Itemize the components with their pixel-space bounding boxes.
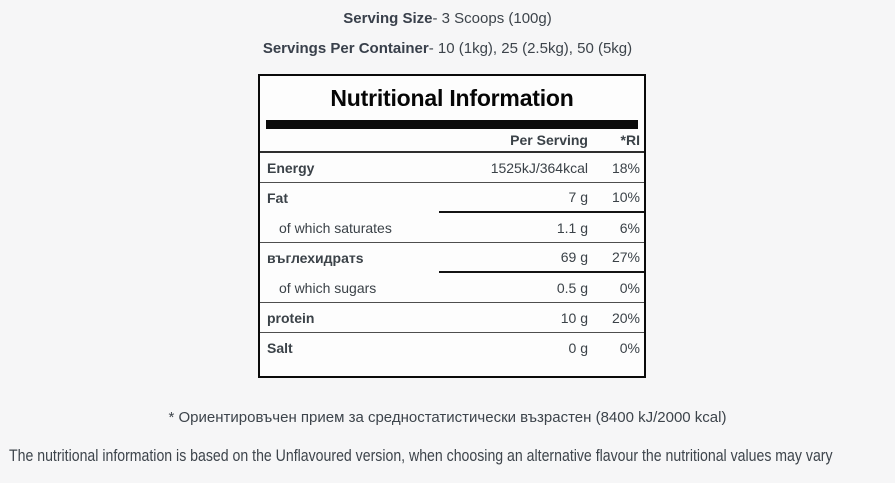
table-row: въглехидратs 69 g 27%: [260, 243, 644, 273]
row-values: 1.1 g 6%: [439, 213, 644, 242]
row-label: въглехидратs: [267, 250, 364, 266]
per-serving-value: 7 g: [568, 189, 588, 205]
column-header-per-serving: Per Serving: [510, 132, 588, 148]
header-values: Per Serving *RI: [439, 129, 644, 151]
nutrition-table: Nutritional Information Per Serving *RI …: [258, 74, 646, 378]
table-row: of which saturates 1.1 g 6%: [260, 213, 644, 243]
row-label: Energy: [267, 159, 315, 176]
table-row: of which sugars 0.5 g 0%: [260, 273, 644, 303]
row-values: 0.5 g 0%: [439, 273, 644, 302]
ri-value: 10%: [611, 189, 640, 205]
per-serving-value: 1.1 g: [556, 219, 588, 236]
servings-per-container-label: Servings Per Container: [262, 40, 429, 57]
reference-intake-footnote: * Ориентировъчен прием за средностатисти…: [168, 409, 727, 426]
table-row: Fat 7 g 10%: [260, 183, 644, 213]
ri-value: 27%: [611, 249, 640, 265]
row-label: of which sugars: [279, 279, 377, 296]
table-row: protein 10 g 20%: [260, 303, 644, 333]
row-label: of which saturates: [279, 219, 392, 236]
nutrition-table-title: Nutritional Information: [330, 85, 574, 111]
table-row: Energy 1525kJ/364kcal 18%: [260, 153, 644, 183]
ri-value: 6%: [619, 219, 640, 236]
ri-value: 0%: [619, 279, 640, 296]
per-serving-value: 0 g: [568, 340, 588, 356]
table-row: Salt 0 g 0%: [260, 333, 644, 363]
row-values: 10 g 20%: [439, 303, 644, 332]
unflavoured-disclaimer: The nutritional information is based on …: [9, 446, 833, 465]
servings-per-container-line: Servings Per Container- 10 (1kg), 25 (2.…: [0, 40, 895, 57]
serving-size-line: Serving Size- 3 Scoops (100g): [0, 10, 895, 27]
ri-value: 18%: [611, 159, 640, 176]
nutrition-table-header-row: Per Serving *RI: [260, 129, 644, 153]
per-serving-value: 10 g: [560, 309, 588, 326]
column-header-ri: *RI: [620, 132, 640, 148]
row-values: 0 g 0%: [439, 333, 644, 363]
per-serving-value: 69 g: [560, 249, 588, 265]
ri-value: 20%: [611, 309, 640, 326]
row-values: 7 g 10%: [439, 183, 644, 213]
serving-size-value: - 3 Scoops (100g): [432, 10, 552, 27]
row-values: 69 g 27%: [439, 243, 644, 273]
nutrition-table-thick-bar: [266, 120, 638, 129]
servings-per-container-value: - 10 (1kg), 25 (2.5kg), 50 (5kg): [428, 40, 633, 57]
nutrition-rows: Energy 1525kJ/364kcal 18% Fat 7 g 10% of which…: [260, 153, 644, 363]
serving-size-label: Serving Size: [343, 10, 433, 27]
row-label: Salt: [267, 340, 293, 356]
per-serving-value: 1525kJ/364kcal: [490, 159, 588, 176]
row-label: Fat: [267, 190, 288, 206]
per-serving-value: 0.5 g: [556, 279, 588, 296]
row-label: protein: [267, 309, 315, 326]
row-values: 1525kJ/364kcal 18%: [439, 153, 644, 182]
ri-value: 0%: [619, 340, 640, 356]
